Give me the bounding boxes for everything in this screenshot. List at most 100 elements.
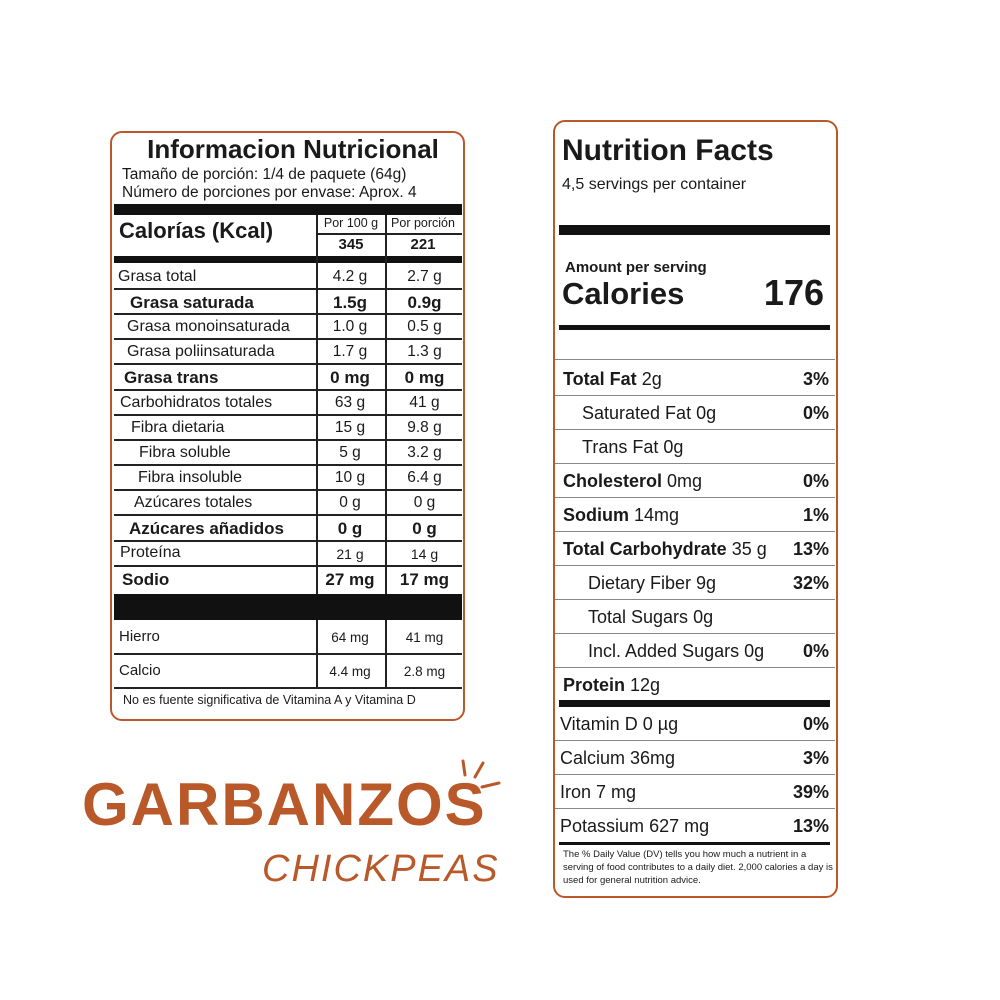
vitamin-amount: 36mg [630, 748, 676, 768]
nutrient-row: Grasa monoinsaturada 1.0 g 0.5 g [114, 314, 464, 339]
nutrient-label: Azúcares totales [134, 494, 253, 511]
row-divider [114, 489, 462, 491]
row-divider [114, 338, 462, 340]
nutrient-label: Grasa trans [124, 368, 219, 387]
nutrient-amount: 0mg [667, 471, 703, 491]
nutrient-name: Protein [563, 675, 626, 695]
daily-value: 3% [802, 369, 829, 389]
brand-title: GARBANZOS [82, 771, 487, 838]
daily-value: 3% [802, 748, 829, 768]
nutrient-row: Grasa saturada 1.5g 0.9g [114, 289, 464, 314]
nutrient-row: Incl. Added Sugars 0g 0% [555, 634, 835, 668]
nutrient-amount: 0g [663, 437, 684, 457]
thick-divider [114, 204, 462, 215]
nutrient-row: Total Fat 2g 3% [555, 362, 835, 396]
nutrient-amount: 9g [696, 573, 717, 593]
amount-per-serving-label: Amount per serving [565, 259, 707, 276]
nutrient-row: Fibra insoluble 10 g 6.4 g [114, 465, 464, 490]
per100-value: 1.7 g [332, 343, 368, 360]
serving-value: 3.2 g [407, 444, 442, 461]
nutrient-label: Azúcares añadidos [129, 519, 284, 538]
servings-per-container-text: Número de porciones por envase: Aprox. 4 [122, 184, 417, 201]
daily-value: 0% [802, 403, 829, 423]
thick-divider [114, 594, 462, 620]
nutrient-row: Dietary Fiber 9g 32% [555, 566, 835, 600]
per100-value: 10 g [334, 469, 366, 486]
per100-value: 15 g [334, 419, 366, 436]
row-divider [114, 653, 462, 655]
english-nutrition-panel [553, 120, 838, 898]
per100-value: 63 g [334, 394, 366, 411]
per100-value: 1.5g [332, 293, 368, 312]
nutrient-amount: 14mg [634, 505, 680, 525]
row-divider [555, 565, 835, 566]
serving-value: 9.8 g [407, 419, 442, 436]
row-divider [114, 389, 462, 391]
per100-value: 5 g [339, 444, 361, 461]
daily-value: 0% [802, 641, 829, 661]
row-divider [555, 463, 835, 464]
per100-value: 4.4 mg [329, 664, 371, 679]
nutrient-amount: 2g [641, 369, 662, 389]
thick-divider [114, 256, 462, 263]
nutrient-name: Incl. Added Sugars [588, 641, 740, 661]
vitamin-name: Vitamin D [560, 714, 638, 734]
serving-value: 0.5 g [407, 318, 442, 335]
row-divider [555, 429, 835, 430]
mineral-label: Hierro [119, 628, 160, 645]
row-divider [555, 531, 835, 532]
column-divider [385, 215, 387, 595]
row-divider [114, 514, 462, 516]
row-divider [114, 414, 462, 416]
vitamin-name: Calcium [560, 748, 626, 768]
nutrient-label: Grasa poliinsaturada [127, 343, 275, 360]
nutrient-amount: 12g [630, 675, 661, 695]
nutrition-facts-title: Nutrition Facts [562, 134, 774, 167]
column-header-perserving: Por porción [391, 216, 455, 230]
serving-value: 0.9g [407, 293, 442, 312]
medium-divider [559, 325, 830, 330]
serving-value: 2.8 mg [403, 664, 446, 679]
serving-value: 2.7 g [407, 268, 442, 285]
nutrient-name: Total Sugars [588, 607, 689, 627]
per100-value: 0 g [337, 519, 363, 538]
calories-label: Calorías (Kcal) [119, 218, 274, 243]
daily-value: 39% [792, 782, 829, 802]
nutrient-row: Protein 12g [555, 668, 835, 702]
column-header-per100: Por 100 g [323, 216, 379, 230]
nutrient-label: Grasa total [118, 268, 197, 285]
serving-value: 6.4 g [407, 469, 442, 486]
serving-value: 0 mg [404, 368, 445, 387]
row-divider [114, 540, 462, 542]
nutrient-amount: 35 g [731, 539, 767, 559]
brand-subtitle: CHICKPEAS [262, 848, 500, 890]
nutrient-label: Fibra dietaria [131, 419, 225, 436]
nutrient-label: Fibra insoluble [138, 469, 243, 486]
header-divider [317, 233, 462, 235]
daily-value: 13% [792, 539, 829, 559]
per100-value: 27 mg [325, 570, 375, 589]
column-divider [316, 215, 318, 595]
nutrient-label: Carbohidratos totales [120, 394, 273, 411]
serving-value: 1.3 g [407, 343, 442, 360]
row-divider [555, 633, 835, 634]
daily-value: 0% [802, 471, 829, 491]
serving-value: 17 mg [399, 570, 450, 589]
spanish-nutrition-panel [110, 131, 465, 721]
spanish-footnote: No es fuente significativa de Vitamina A… [123, 693, 416, 707]
daily-value: 32% [792, 573, 829, 593]
calories-value: 176 [763, 272, 824, 313]
vitamin-name: Potassium [560, 816, 645, 836]
nutrient-name: Total Fat [563, 369, 637, 389]
vitamin-amount: 0 µg [642, 714, 679, 734]
servings-per-container-text: 4,5 servings per container [562, 176, 747, 193]
nutrient-row: Proteína 21 g 14 g [114, 540, 464, 565]
row-divider [114, 363, 462, 365]
daily-value: 13% [792, 816, 829, 836]
nutrient-name: Total Carbohydrate [563, 539, 727, 559]
nutrient-amount: 0g [744, 641, 765, 661]
serving-value: 0 g [412, 519, 437, 538]
spanish-label-title: Informacion Nutricional [147, 134, 439, 164]
row-divider [114, 439, 462, 441]
nutrient-row: Sodium 14mg 1% [555, 498, 835, 532]
